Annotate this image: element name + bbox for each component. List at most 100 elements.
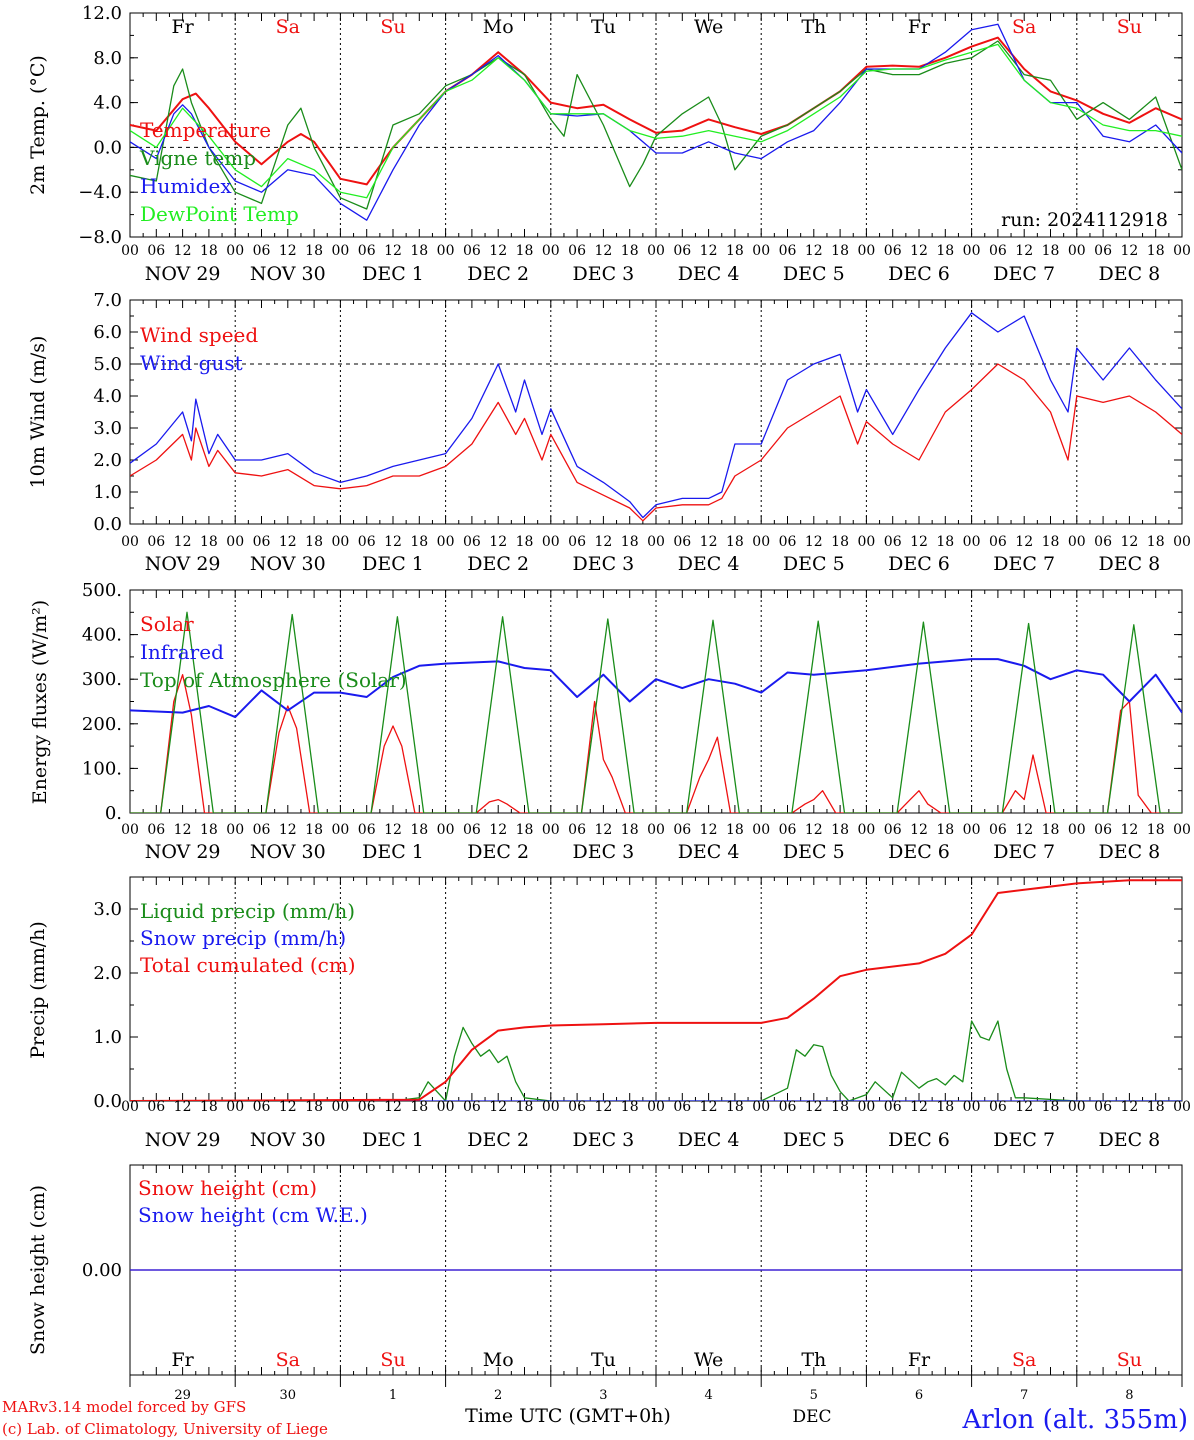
panel-5: 0.00 Snow height (cm) Snow height (cm) Snow… bbox=[27, 1164, 1183, 1403]
date-label: DEC 7 bbox=[993, 1129, 1055, 1151]
hour-label: 18 bbox=[621, 822, 639, 838]
hour-label: 18 bbox=[516, 822, 534, 838]
hour-label: 12 bbox=[174, 822, 192, 838]
y-axis-label: 2m Temp. (°C) bbox=[27, 55, 49, 195]
date-label: DEC 7 bbox=[993, 841, 1055, 863]
station-label: Arlon (alt. 355m) bbox=[961, 1405, 1188, 1435]
panel-3: 500. 400. 300. 200. 100. 0. Energy fluxes (W/m… bbox=[29, 580, 1191, 863]
hour-label: 06 bbox=[1094, 534, 1112, 550]
hour-label: 00 bbox=[752, 822, 770, 838]
hour-label: 06 bbox=[1094, 243, 1112, 259]
y-tick-label: 0. bbox=[105, 803, 122, 824]
hour-label: 00 bbox=[1068, 534, 1086, 550]
hour-label: 12 bbox=[1015, 822, 1033, 838]
run-label: run: 2024112918 bbox=[1001, 209, 1168, 231]
hour-label: 00 bbox=[1173, 822, 1191, 838]
hour-label: 12 bbox=[910, 822, 928, 838]
hour-label: 00 bbox=[331, 534, 349, 550]
date-label: DEC 6 bbox=[888, 553, 950, 575]
hour-label: 18 bbox=[410, 243, 428, 259]
hour-label: 00 bbox=[437, 1099, 455, 1115]
day-number-label: 8 bbox=[1125, 1388, 1133, 1403]
hour-label: 12 bbox=[910, 1099, 928, 1115]
day-number-label: 7 bbox=[1020, 1388, 1028, 1403]
hour-label: 06 bbox=[884, 1099, 902, 1115]
hour-label: 18 bbox=[621, 243, 639, 259]
model-credit: MARv3.14 model forced by GFS bbox=[2, 1398, 246, 1416]
hour-label: 06 bbox=[358, 243, 376, 259]
hour-label: 00 bbox=[647, 822, 665, 838]
hour-label: 18 bbox=[1042, 822, 1060, 838]
hour-label: 06 bbox=[989, 534, 1007, 550]
hour-label: 00 bbox=[857, 1099, 875, 1115]
hour-label: 18 bbox=[726, 1099, 744, 1115]
series-line-infrared bbox=[130, 658, 1182, 719]
date-label: DEC 6 bbox=[888, 263, 950, 285]
hour-label: 00 bbox=[647, 534, 665, 550]
day-number-label: 4 bbox=[704, 1388, 712, 1403]
hour-label: 12 bbox=[805, 822, 823, 838]
date-label: DEC 5 bbox=[783, 263, 845, 285]
hour-label: 06 bbox=[358, 534, 376, 550]
y-tick-label: 1.0 bbox=[93, 1027, 122, 1048]
day-number-label: 1 bbox=[389, 1388, 397, 1403]
weekday-label: Tu bbox=[591, 16, 616, 38]
date-label: DEC 2 bbox=[467, 553, 529, 575]
legend-entry: Liquid precip (mm/h) bbox=[140, 899, 355, 923]
hour-label: 00 bbox=[1173, 243, 1191, 259]
hour-label: 12 bbox=[489, 534, 507, 550]
date-label: DEC 1 bbox=[362, 841, 424, 863]
weekday-label: Su bbox=[380, 16, 405, 38]
hour-label: 18 bbox=[621, 534, 639, 550]
y-tick-label: 4.0 bbox=[93, 386, 122, 407]
y-axis-label: Energy fluxes (W/m²) bbox=[29, 600, 51, 804]
hour-label: 06 bbox=[779, 822, 797, 838]
hour-label: 18 bbox=[831, 822, 849, 838]
hour-label: 12 bbox=[805, 534, 823, 550]
date-label: DEC 2 bbox=[467, 263, 529, 285]
series-group bbox=[130, 23, 1182, 221]
hour-label: 18 bbox=[200, 822, 218, 838]
panel-2: 7.0 6.0 5.0 4.0 3.0 2.0 1.0 0.0 10m Wind (m/s) Wi… bbox=[27, 290, 1191, 575]
hour-label: 12 bbox=[1120, 1099, 1138, 1115]
hour-label: 00 bbox=[752, 534, 770, 550]
date-label: NOV 30 bbox=[250, 263, 326, 285]
date-label: DEC 2 bbox=[467, 841, 529, 863]
y-axis-label: Snow height (cm) bbox=[27, 1185, 49, 1355]
panel-1: 12.0 8.0 4.0 0.0 −4.0 −8.0 2m Temp. (°C) Temper… bbox=[27, 3, 1191, 285]
date-label: DEC 4 bbox=[678, 263, 740, 285]
hour-label: 06 bbox=[147, 822, 165, 838]
date-label: NOV 29 bbox=[145, 1129, 221, 1151]
date-label: DEC 7 bbox=[993, 263, 1055, 285]
hour-label: 00 bbox=[857, 243, 875, 259]
y-tick-label: 0.0 bbox=[93, 514, 122, 535]
legend-entry: Vigne temp bbox=[139, 146, 256, 170]
hour-label: 18 bbox=[1042, 243, 1060, 259]
hour-label: 18 bbox=[1147, 534, 1165, 550]
hour-label: 18 bbox=[1042, 1099, 1060, 1115]
date-label: DEC 8 bbox=[1099, 263, 1161, 285]
hour-label: 00 bbox=[226, 1099, 244, 1115]
hour-label: 06 bbox=[1094, 822, 1112, 838]
hour-label: 00 bbox=[437, 243, 455, 259]
hour-label: 00 bbox=[963, 1099, 981, 1115]
panel-4: 3.0 2.0 1.0 0.0 Precip (mm/h) Liquid precip (… bbox=[27, 876, 1191, 1151]
hour-label: 06 bbox=[779, 243, 797, 259]
hour-label: 06 bbox=[253, 534, 271, 550]
hour-label: 18 bbox=[516, 243, 534, 259]
bottom-xlabel: Time UTC (GMT+0h) bbox=[465, 1405, 671, 1427]
weekday-label: Sa bbox=[276, 1349, 300, 1371]
series-group bbox=[130, 312, 1182, 522]
weekday-label: Sa bbox=[1012, 1349, 1036, 1371]
hour-label: 12 bbox=[489, 1099, 507, 1115]
series-group bbox=[130, 611, 1182, 813]
legend-entry: Snow height (cm W.E.) bbox=[138, 1203, 368, 1227]
hour-label: 06 bbox=[147, 243, 165, 259]
y-tick-label: 4.0 bbox=[93, 93, 122, 114]
y-tick-label: 0.0 bbox=[93, 137, 122, 158]
y-tick-label: 7.0 bbox=[93, 290, 122, 311]
hour-label: 00 bbox=[437, 534, 455, 550]
y-tick-label: 100. bbox=[82, 758, 122, 779]
hour-label: 06 bbox=[358, 1099, 376, 1115]
